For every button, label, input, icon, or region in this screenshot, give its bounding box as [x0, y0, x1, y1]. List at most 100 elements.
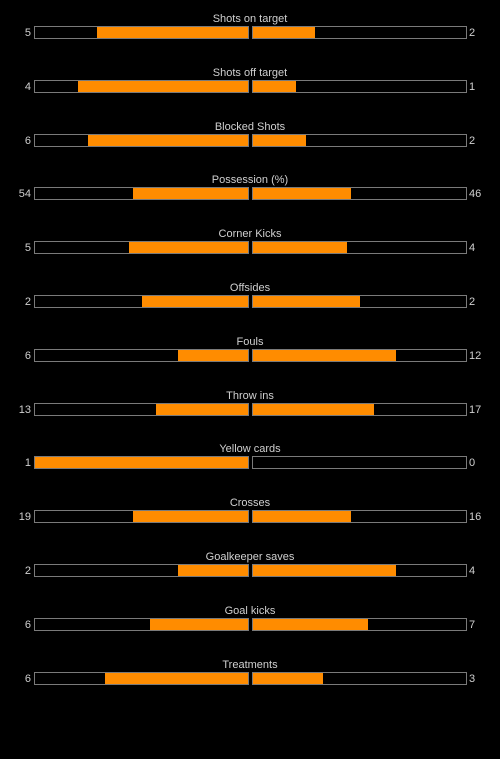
- home-bar-fill: [177, 564, 248, 576]
- away-value: 4: [469, 564, 476, 577]
- stat-row: Possession (%) 54 46: [0, 173, 500, 227]
- home-bar: [34, 133, 249, 147]
- stat-label: Treatments: [222, 658, 278, 671]
- away-bar-fill: [253, 403, 375, 415]
- home-value: 2: [24, 564, 31, 577]
- home-bar: [34, 617, 249, 631]
- stat-row: Treatments 6 3: [0, 658, 500, 712]
- away-bar: [252, 187, 467, 201]
- stat-label: Goal kicks: [224, 604, 276, 617]
- home-bar-fill: [35, 457, 248, 469]
- home-bar: [34, 26, 249, 39]
- home-bar-fill: [150, 618, 248, 630]
- home-value: 6: [24, 618, 31, 631]
- home-bar: [34, 241, 249, 255]
- home-bar: [34, 187, 249, 201]
- home-value: 4: [24, 80, 31, 93]
- away-value: 0: [469, 457, 476, 470]
- stat-row: Blocked Shots 6 2: [0, 120, 500, 174]
- stat-label: Yellow cards: [219, 443, 281, 456]
- home-value: 6: [24, 672, 31, 685]
- home-bar: [34, 563, 249, 577]
- away-bar: [252, 563, 467, 577]
- away-bar: [252, 133, 467, 147]
- home-value: 6: [24, 134, 31, 147]
- stat-label: Shots on target: [212, 13, 288, 25]
- stat-label: Throw ins: [226, 389, 274, 402]
- stat-row: Goal kicks 6 7: [0, 604, 500, 658]
- away-value: 16: [469, 511, 482, 524]
- home-value: 13: [18, 403, 31, 416]
- away-value: 17: [469, 403, 482, 416]
- stat-row: Corner Kicks 5 4: [0, 227, 500, 281]
- away-bar-fill: [253, 134, 307, 146]
- home-bar-fill: [132, 511, 248, 523]
- away-bar-fill: [253, 188, 351, 200]
- away-bar: [252, 294, 467, 308]
- home-value: 2: [24, 295, 31, 308]
- home-bar-fill: [177, 349, 248, 361]
- home-bar: [34, 348, 249, 362]
- away-bar-fill: [253, 564, 396, 576]
- stat-label: Possession (%): [211, 174, 289, 187]
- home-bar-fill: [141, 295, 248, 307]
- away-bar: [252, 241, 467, 255]
- away-value: 1: [469, 80, 476, 93]
- stat-row: Shots off target 4 1: [0, 66, 500, 120]
- home-bar-fill: [156, 403, 248, 415]
- away-bar-fill: [253, 349, 396, 361]
- home-value: 1: [24, 457, 31, 470]
- stat-label: Shots off target: [212, 66, 288, 79]
- home-value: 5: [24, 242, 31, 255]
- stat-label: Fouls: [236, 335, 264, 348]
- away-value: 4: [469, 242, 476, 255]
- away-value: 46: [469, 188, 482, 201]
- away-value: 3: [469, 672, 476, 685]
- home-bar: [34, 510, 249, 524]
- stat-row: Offsides 2 2: [0, 281, 500, 335]
- away-value: 12: [469, 349, 482, 362]
- home-bar-fill: [77, 80, 248, 92]
- away-bar: [252, 348, 467, 362]
- away-bar-fill: [253, 80, 296, 92]
- home-bar-fill: [105, 672, 248, 684]
- stats-list: Shots on target 5 2 Shots off target 4 1 Block…: [0, 12, 500, 711]
- home-value: 5: [24, 27, 31, 39]
- away-bar-fill: [253, 672, 324, 684]
- stat-row: Throw ins 13 17: [0, 389, 500, 443]
- away-bar: [252, 617, 467, 631]
- home-value: 19: [18, 511, 31, 524]
- away-bar: [252, 456, 467, 470]
- away-value: 2: [469, 295, 476, 308]
- home-value: 6: [24, 349, 31, 362]
- home-bar: [34, 79, 249, 93]
- away-value: 2: [469, 27, 476, 39]
- home-value: 54: [18, 188, 31, 201]
- stat-row: Crosses 19 16: [0, 496, 500, 550]
- home-bar: [34, 294, 249, 308]
- home-bar-fill: [132, 188, 248, 200]
- away-bar: [252, 26, 467, 39]
- stat-label: Corner Kicks: [218, 228, 282, 241]
- away-bar-fill: [253, 27, 315, 38]
- stat-row: Goalkeeper saves 2 4: [0, 550, 500, 604]
- home-bar-fill: [88, 134, 248, 146]
- away-bar-fill: [253, 511, 351, 523]
- away-bar: [252, 402, 467, 416]
- away-bar-fill: [253, 242, 347, 254]
- home-bar: [34, 402, 249, 416]
- stat-label: Blocked Shots: [214, 120, 286, 133]
- away-bar: [252, 671, 467, 685]
- stat-row: Shots on target 5 2: [0, 12, 500, 66]
- stat-label: Goalkeeper saves: [205, 550, 295, 563]
- home-bar-fill: [128, 242, 248, 254]
- home-bar-fill: [96, 27, 248, 38]
- stat-row: Yellow cards 1 0: [0, 442, 500, 496]
- away-bar-fill: [253, 618, 369, 630]
- away-value: 7: [469, 618, 476, 631]
- away-bar: [252, 510, 467, 524]
- away-bar: [252, 79, 467, 93]
- away-value: 2: [469, 134, 476, 147]
- stat-row: Fouls 6 12: [0, 335, 500, 389]
